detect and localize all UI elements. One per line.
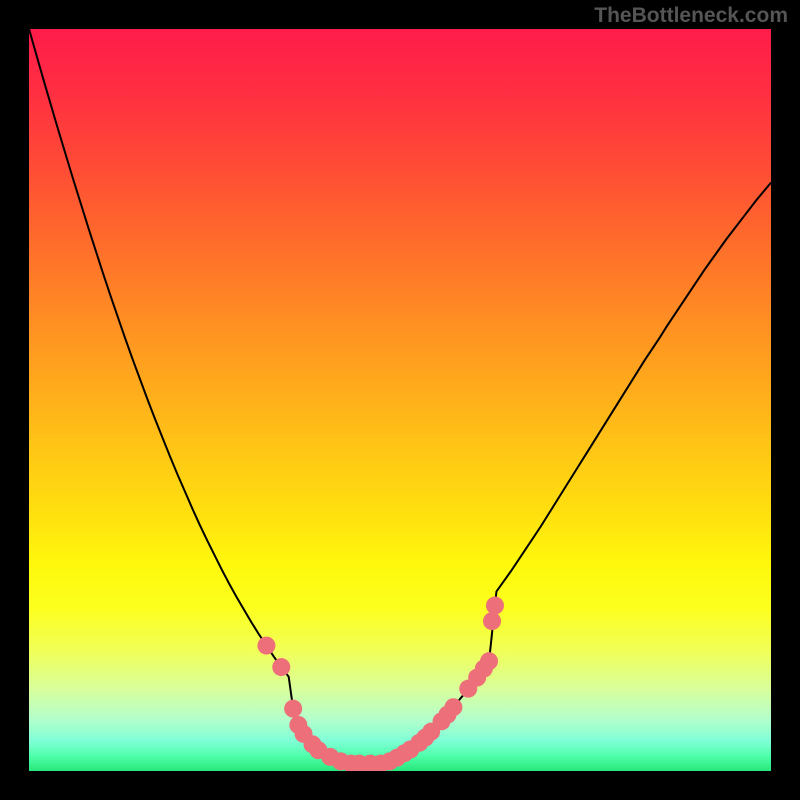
- marker-point: [480, 652, 498, 670]
- plot-area: [29, 29, 771, 771]
- marker-point: [272, 658, 290, 676]
- chart-svg: [29, 29, 771, 771]
- chart-background: [29, 29, 771, 771]
- marker-point: [483, 612, 501, 630]
- marker-point: [257, 637, 275, 655]
- marker-point: [284, 700, 302, 718]
- marker-point: [486, 597, 504, 615]
- marker-point: [444, 698, 462, 716]
- chart-container: TheBottleneck.com: [0, 0, 800, 800]
- watermark-text: TheBottleneck.com: [594, 4, 788, 28]
